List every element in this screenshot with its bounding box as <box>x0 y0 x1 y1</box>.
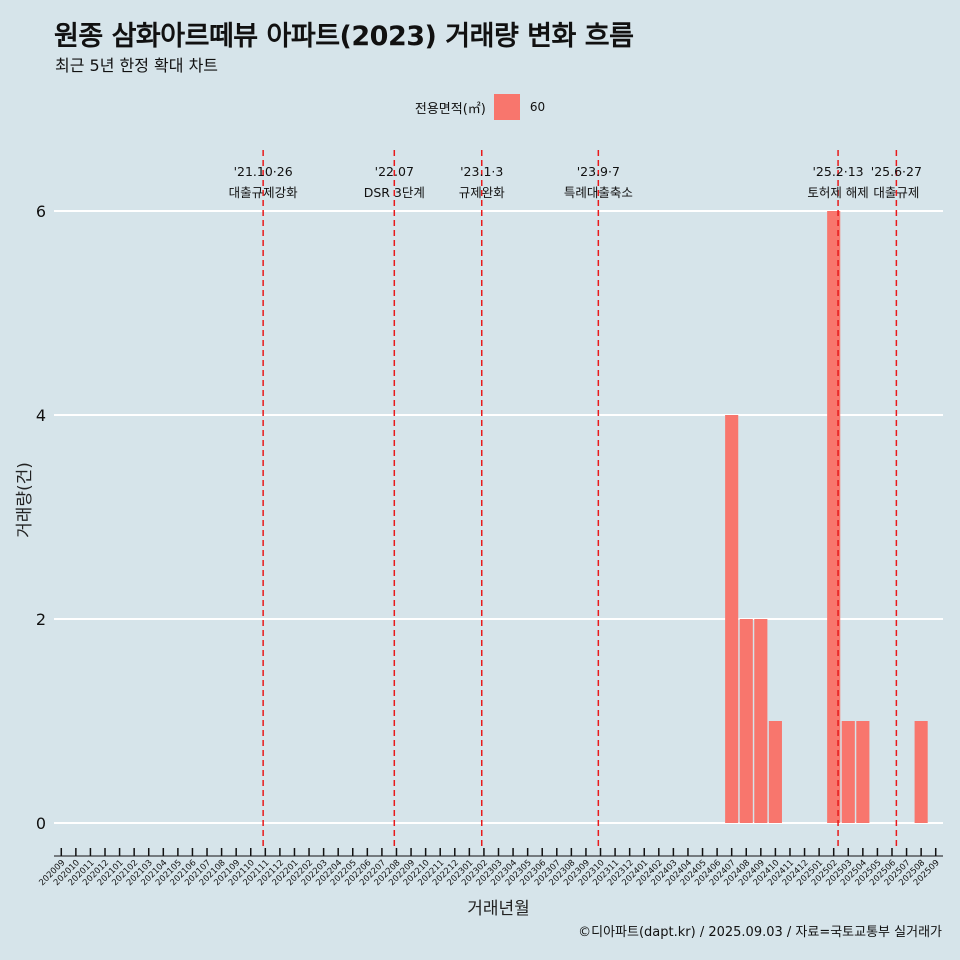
bar <box>841 721 855 823</box>
event-date-label: '25.6·27 <box>871 164 922 179</box>
y-tick-label: 6 <box>36 202 46 221</box>
legend-item-label: 60 <box>529 100 546 114</box>
event-desc-label: DSR 3단계 <box>364 185 425 200</box>
event-date-label: '21.10·26 <box>234 164 293 179</box>
legend-swatch <box>493 94 520 120</box>
bar <box>739 619 753 823</box>
bar <box>768 721 782 823</box>
bar <box>827 211 841 823</box>
event-date-label: '23.9·7 <box>577 164 620 179</box>
bar <box>754 619 768 823</box>
bar <box>914 721 928 823</box>
y-tick-label: 0 <box>36 814 46 833</box>
chart-title: 원종 삼화아르떼뷰 아파트(2023) 거래량 변화 흐름 <box>54 21 634 52</box>
x-axis-title: 거래년월 <box>467 899 530 919</box>
bar <box>856 721 870 823</box>
source-caption: ©디아파트(dapt.kr) / 2025.09.03 / 자료=국토교통부 실… <box>578 925 942 940</box>
event-date-label: '23.1·3 <box>460 164 503 179</box>
y-tick-label: 4 <box>36 406 46 425</box>
event-desc-label: 규제완화 <box>459 185 506 200</box>
event-desc-label: 대출규제강화 <box>229 185 299 200</box>
legend-title: 전용면적(㎡) <box>414 101 486 117</box>
event-date-label: '25.2·13 <box>812 164 863 179</box>
bar <box>725 415 739 823</box>
event-desc-label: 특례대출축소 <box>564 185 633 200</box>
event-desc-label: 대출규제 <box>873 185 919 200</box>
legend: 전용면적(㎡) 60 <box>0 94 960 120</box>
y-axis-title: 거래량(건) <box>15 462 35 538</box>
event-desc-label: 토허제 해제 <box>807 185 868 200</box>
y-tick-label: 2 <box>36 610 46 629</box>
chart-subtitle: 최근 5년 한정 확대 차트 <box>55 56 219 75</box>
event-date-label: '22.07 <box>375 164 414 179</box>
